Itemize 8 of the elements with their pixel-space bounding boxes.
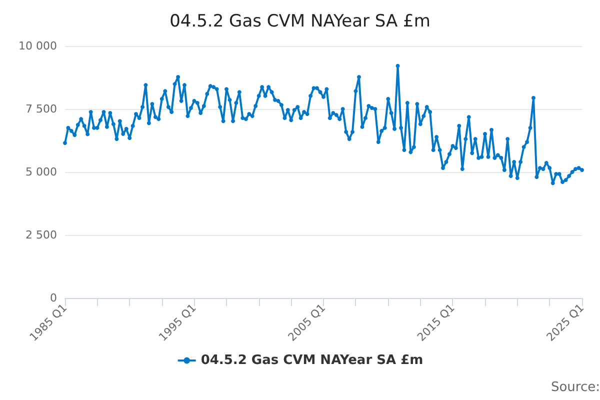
y-tick-label: 2 500 — [26, 228, 57, 242]
chart-title: 04.5.2 Gas CVM NAYear SA £m — [170, 12, 430, 32]
y-tick-label: 0 — [50, 292, 57, 304]
y-tick-label: 10 000 — [18, 40, 57, 52]
y-tick-label: 7 500 — [26, 102, 57, 116]
legend-label: 04.5.2 Gas CVM NAYear SA £m — [200, 353, 424, 368]
y-tick-label: 5 000 — [26, 166, 57, 178]
source-note: Source: — [550, 380, 600, 395]
